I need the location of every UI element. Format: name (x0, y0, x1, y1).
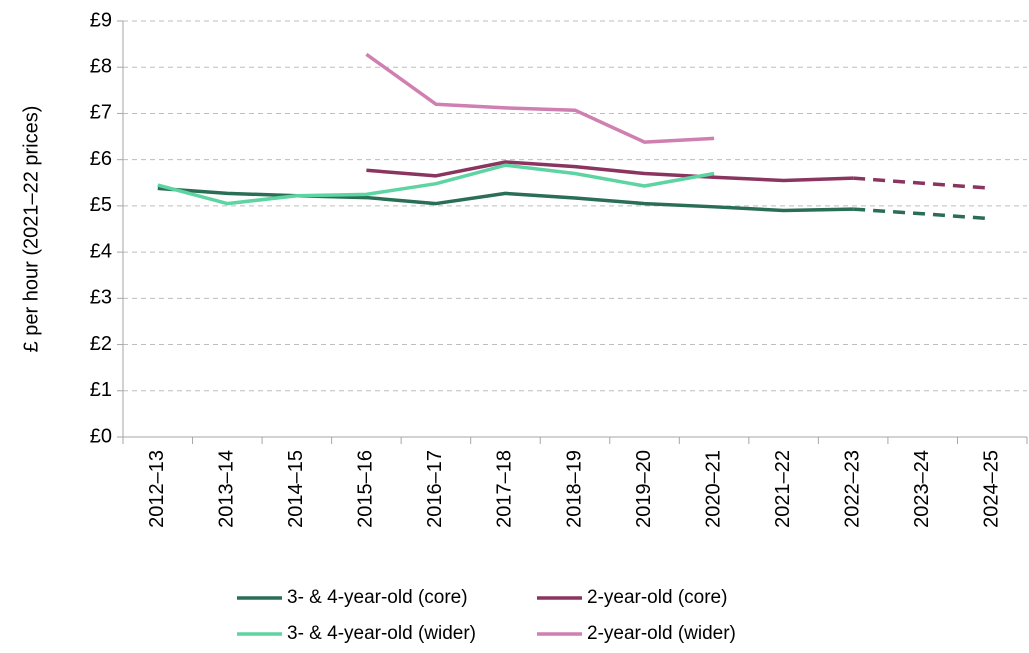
x-tick-label: 2017–18 (494, 450, 516, 528)
x-tick-label: 2019–20 (633, 450, 655, 528)
legend-label: 2-year-old (wider) (587, 623, 736, 644)
y-tick-label: £9 (90, 9, 112, 31)
series-line (365, 52, 715, 144)
y-tick-label: £2 (90, 333, 112, 355)
y-tick-label: £3 (90, 287, 112, 309)
x-tick-label: 2016–17 (424, 450, 446, 528)
x-tick-label: 2022–23 (841, 450, 863, 528)
y-tick-label: £6 (90, 148, 112, 170)
x-tick-label: 2012–13 (146, 450, 168, 528)
y-tick-label: £0 (90, 425, 112, 447)
legend-label: 3- & 4-year-old (core) (287, 587, 468, 608)
x-tick-label: 2013–14 (216, 450, 238, 528)
y-tick-label: £7 (90, 102, 112, 124)
y-tick-label: £5 (90, 194, 112, 216)
series-line (157, 163, 715, 206)
x-tick-label: 2023–24 (911, 450, 933, 528)
y-tick-label: £1 (90, 379, 112, 401)
projection-line (853, 207, 993, 221)
x-tick-label: 2015–16 (355, 450, 377, 528)
legend-label: 3- & 4-year-old (wider) (287, 623, 476, 644)
y-tick-label: £4 (90, 240, 112, 262)
legend-label: 2-year-old (core) (587, 587, 727, 608)
series-line (157, 186, 854, 213)
x-tick-label: 2024–25 (981, 450, 1003, 528)
x-tick-label: 2021–22 (772, 450, 794, 528)
series-line (366, 160, 854, 183)
x-tick-label: 2018–19 (563, 450, 585, 528)
y-tick-label: £8 (90, 56, 112, 78)
projection-line (853, 176, 993, 191)
x-tick-label: 2014–15 (285, 450, 307, 528)
y-axis-label: £ per hour (2021–22 prices) (20, 106, 42, 353)
x-tick-label: 2020–21 (702, 450, 724, 528)
